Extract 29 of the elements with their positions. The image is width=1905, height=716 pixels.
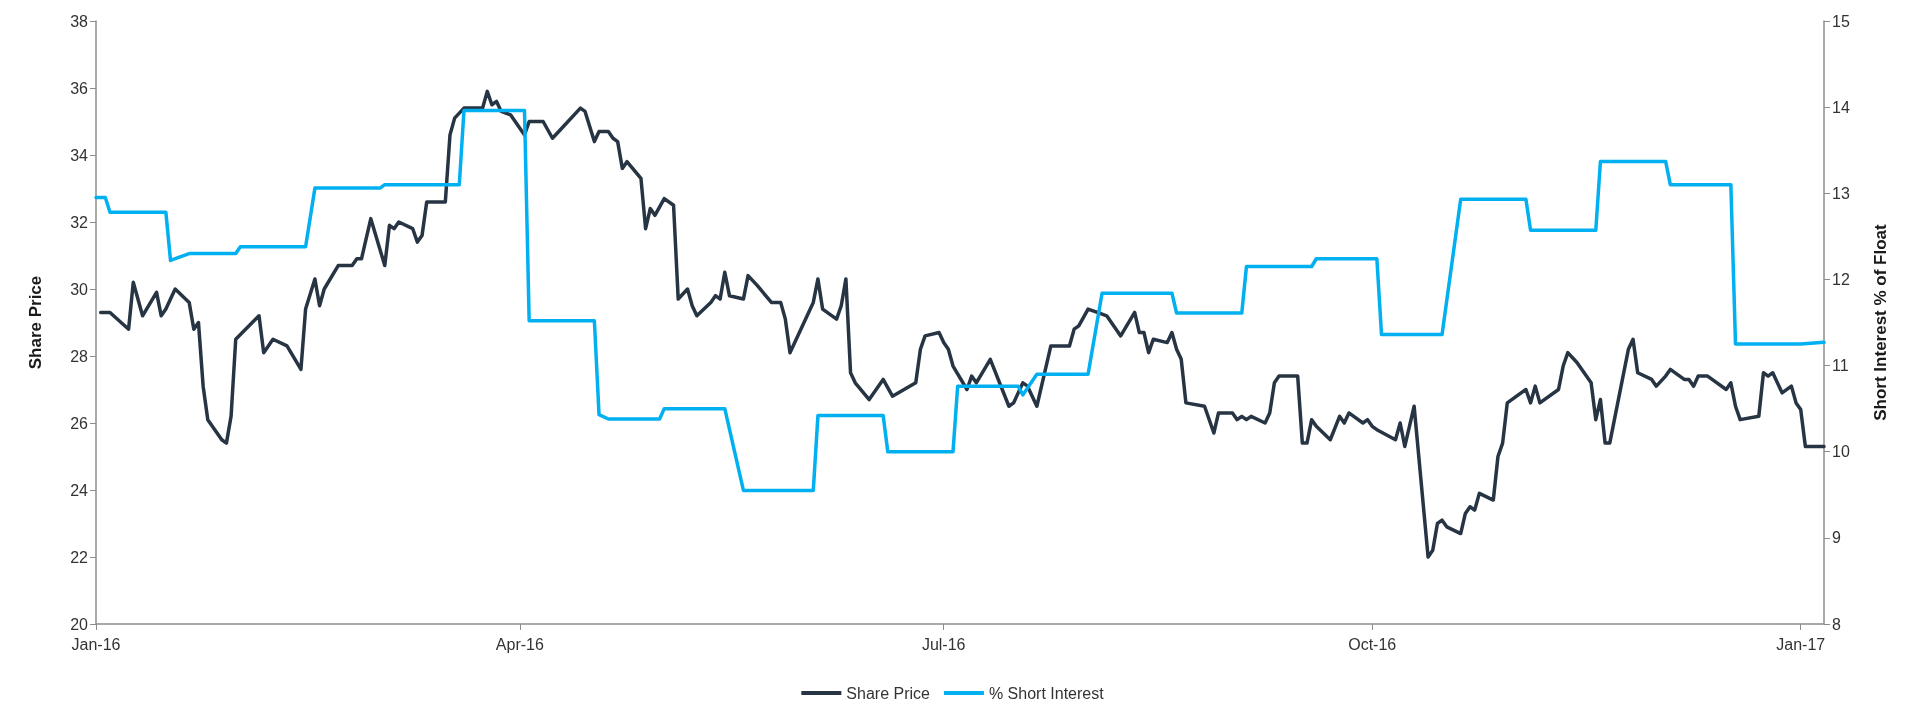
y-tick-label: 24 [70,481,89,499]
x-tick-label: Apr-16 [495,635,544,653]
y-axis-title: Share Price [26,275,45,370]
y-tick-label: 30 [70,280,89,298]
x-tick-label: Jan-17 [1776,635,1826,653]
y2-tick-label: 12 [1832,270,1850,288]
y2-tick-label: 14 [1832,98,1850,116]
x-tick-label: Jan-16 [71,635,121,653]
y2-axis-title: Short Interest % of Float [1871,223,1890,421]
y2-tick-label: 9 [1832,529,1841,547]
y-tick-label: 38 [70,12,89,30]
y2-tick-label: 10 [1832,443,1850,461]
y-tick-label: 28 [70,347,89,365]
y-tick-label: 34 [70,146,89,164]
line-series [94,108,1826,493]
x-tick-label: Oct-16 [1348,635,1397,653]
y-tick-label: 20 [70,615,89,633]
y2-tick-label: 13 [1832,184,1850,202]
y2-tick-label: 15 [1832,12,1850,30]
y2-tick-label: 11 [1832,357,1849,375]
y2-tick-label: 8 [1832,615,1841,633]
y-tick-label: 36 [70,79,89,97]
legend-label: % Short Interest [988,684,1105,702]
legend-label: Share Price [846,684,931,702]
y-tick-label: 22 [70,548,89,566]
y-tick-label: 26 [70,414,89,432]
y-tick-label: 32 [70,213,89,231]
line-series [98,89,1826,559]
x-tick-label: Jul-16 [921,635,966,653]
